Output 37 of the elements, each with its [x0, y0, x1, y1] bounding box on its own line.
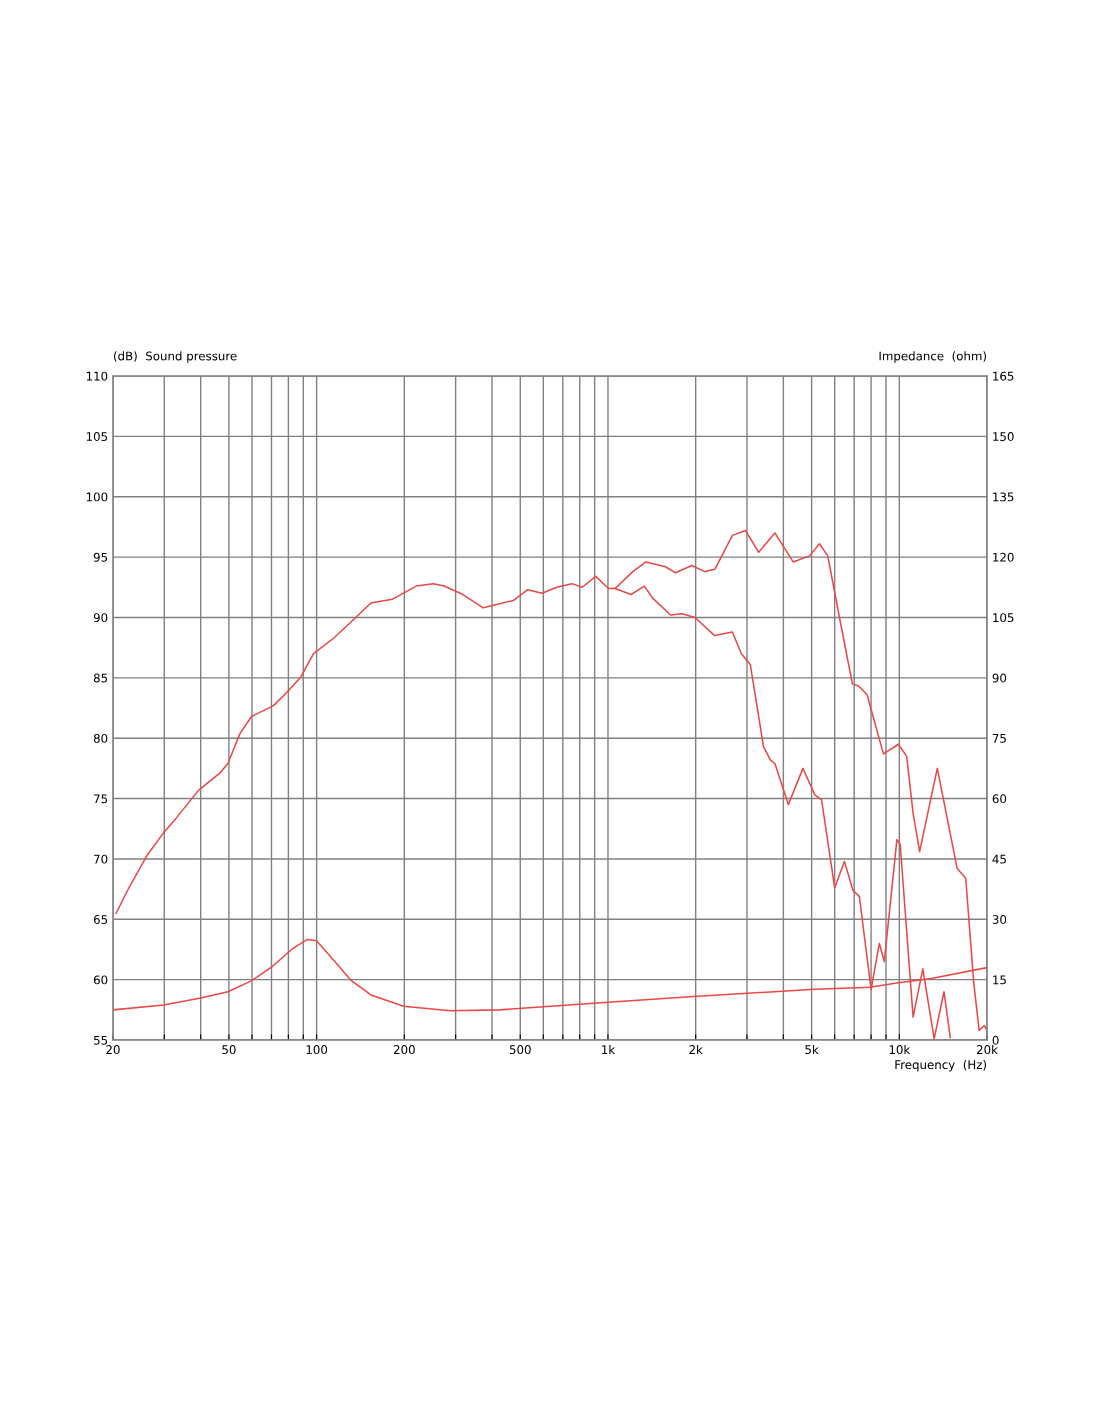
y2-tick-label: 90 [992, 673, 1007, 683]
y-tick-label: 85 [93, 673, 108, 683]
x-tick-label: 200 [393, 1045, 415, 1055]
y2-tick-label: 0 [992, 1035, 999, 1045]
y2-tick-label: 30 [992, 915, 1007, 924]
y2-tick-label: 120 [993, 552, 1014, 562]
y-tick-label: 70 [94, 854, 108, 864]
y-tick-label: 60 [93, 975, 108, 985]
x-tick-label: 20 [106, 1045, 120, 1055]
x-tick-label: 2k [689, 1044, 703, 1054]
y-tick-label: 110 [86, 371, 108, 381]
x-tick-label: 20k [976, 1044, 998, 1055]
y2-tick-label: 60 [992, 794, 1007, 804]
x-axis-title: Frequency (Hz) [895, 1059, 987, 1072]
y2-tick-label: 165 [993, 371, 1014, 381]
x-tick-label: 100 [306, 1045, 328, 1055]
y2-axis-title: Impedance (ohm) [879, 351, 987, 363]
y-tick-label: 80 [93, 733, 108, 743]
y2-tick-label: 45 [992, 854, 1006, 864]
y-tick-label: 95 [93, 552, 108, 562]
y-tick-label: 105 [86, 432, 108, 441]
x-tick-label: 10k [889, 1044, 911, 1055]
y-tick-label: 90 [93, 613, 108, 623]
y-tick-label: 55 [94, 1035, 108, 1045]
y-tick-label: 65 [93, 915, 108, 924]
y2-tick-label: 150 [993, 432, 1014, 441]
x-tick-label: 500 [509, 1045, 531, 1055]
y-tick-label: 75 [94, 794, 108, 804]
y2-tick-label: 105 [993, 613, 1014, 623]
x-tick-label: 5k [805, 1044, 819, 1055]
y2-tick-label: 15 [993, 975, 1006, 985]
x-tick-label: 1k [602, 1044, 616, 1054]
y2-tick-label: 75 [992, 734, 1006, 743]
y-axis-title: (dB) Sound pressure [113, 351, 237, 363]
y-tick-label: 100 [86, 492, 108, 502]
x-tick-label: 50 [222, 1045, 236, 1055]
y2-tick-label: 135 [993, 492, 1014, 502]
